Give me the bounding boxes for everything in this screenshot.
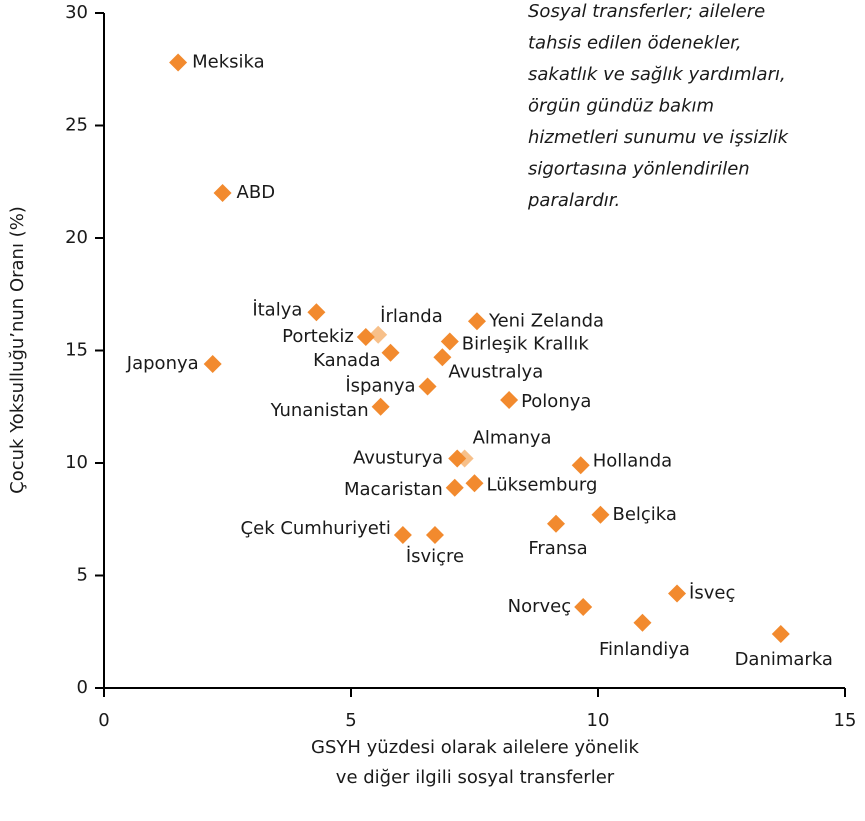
annotation: sigortasına yönlendirilen (528, 159, 750, 180)
data-point (440, 332, 459, 351)
point-label: Hollanda (593, 450, 672, 471)
data-point (574, 598, 593, 616)
point-label: Finlandiya (599, 639, 690, 660)
data-point (213, 184, 232, 202)
data-point (369, 325, 388, 344)
annotation: sakatlık ve sağlık yardımları, (528, 64, 786, 85)
point-label: Avusturya (353, 448, 443, 469)
point-label: Meksika (192, 52, 265, 73)
point-label: Almanya (473, 428, 552, 449)
point-label: İsviçre (406, 546, 464, 567)
y-tick-label: 20 (65, 227, 88, 248)
annotation: Sosyal transferler; ailelere (528, 1, 765, 22)
data-point (371, 397, 390, 416)
data-point (448, 449, 467, 468)
point-label: Belçika (612, 504, 676, 525)
annotation: hizmetleri sunumu ve işsizlik (528, 127, 790, 148)
point-label: Polonya (521, 391, 591, 412)
point-label: Yunanistan (270, 400, 369, 421)
data-point (433, 348, 452, 367)
data-point (307, 303, 326, 322)
data-point (425, 526, 444, 544)
point-label: İspanya (345, 376, 415, 397)
y-tick-label: 25 (65, 115, 88, 136)
data-point (356, 328, 375, 346)
data-point (169, 53, 188, 72)
y-tick-label: 15 (65, 340, 88, 361)
point-label: Fransa (528, 538, 587, 559)
point-label: Birleşik Krallık (462, 334, 590, 355)
x-tick-label: 10 (587, 710, 610, 731)
x-tick-label: 5 (345, 710, 356, 731)
data-point (418, 377, 437, 396)
x-tick-label: 0 (98, 710, 109, 731)
point-label: Danimarka (735, 649, 833, 670)
x-tick-label: 15 (834, 710, 857, 731)
data-point (668, 584, 687, 603)
point-label: İtalya (252, 299, 302, 320)
data-point (633, 613, 652, 632)
data-point (771, 625, 790, 643)
data-point (465, 474, 484, 493)
y-tick-label: 5 (77, 565, 88, 586)
data-point (203, 355, 222, 373)
point-label: Yeni Zelanda (488, 310, 604, 331)
point-label: Lüksemburg (487, 474, 598, 495)
data-point (547, 514, 566, 533)
y-tick-label: 10 (65, 452, 88, 473)
y-axis-label: Çocuk Yoksulluğu’nun Oranı (%) (7, 206, 28, 494)
annotation: paralardır. (527, 190, 620, 211)
y-tick-label: 0 (77, 677, 88, 698)
point-label: Kanada (313, 350, 380, 371)
data-point (500, 391, 519, 409)
data-point (467, 312, 486, 331)
point-label: Avustralya (448, 361, 543, 382)
point-label: İrlanda (380, 306, 443, 327)
data-point (393, 526, 412, 544)
data-point (381, 343, 400, 362)
point-label: İsveç (689, 583, 735, 604)
point-label: Norveç (508, 596, 572, 617)
x-axis-label: GSYH yüzdesi olarak ailelere yönelik (311, 737, 639, 758)
point-label: Çek Cumhuriyeti (241, 518, 391, 539)
data-point (571, 456, 590, 475)
y-tick-label: 30 (65, 2, 88, 23)
point-label: Macaristan (344, 479, 443, 500)
annotation: tahsis edilen ödenekler, (528, 33, 742, 54)
point-label: Japonya (126, 353, 199, 374)
point-label: ABD (237, 182, 276, 203)
data-point (591, 505, 610, 524)
annotation: örgün gündüz bakım (528, 96, 714, 117)
data-point (445, 478, 464, 497)
point-label: Portekiz (282, 326, 354, 347)
x-axis-label: ve diğer ilgili sosyal transferler (336, 767, 615, 788)
